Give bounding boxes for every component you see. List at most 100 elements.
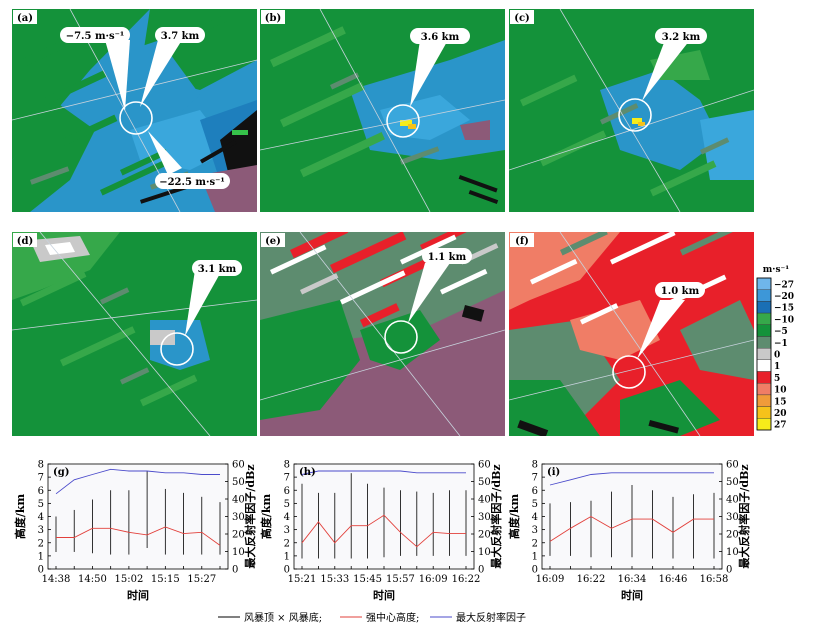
y-tick-label: 4: [284, 512, 290, 523]
legend: 风暴顶 × 风暴底; 强中心高度; 最大反射率因子: [218, 611, 526, 624]
chart-panel: 0 1 2 3 4 5 6 7 8 0 10 20 30 40 50 60 15:21 15:33 15:45 15:…: [259, 460, 503, 603]
x-tick-label: 14:38: [42, 574, 71, 585]
radar-panel-d: [12, 232, 257, 436]
y2-tick-label: 60: [726, 460, 739, 471]
y2-tick-label: 0: [232, 565, 238, 576]
y2-tick-label: 30: [726, 512, 739, 523]
x-tick-label: 16:22: [452, 574, 481, 585]
x-axis-label: 时间: [621, 588, 643, 602]
x-tick-label: 16:46: [659, 574, 688, 585]
colorbar-tick-label: 1: [774, 362, 780, 372]
x-tick-label: 16:22: [577, 574, 606, 585]
y2-tick-label: 20: [478, 530, 491, 541]
panel-label: (d): [17, 236, 33, 247]
radar-panel-a: [12, 9, 257, 212]
colorbar-swatch: [756, 406, 772, 419]
y-tick-label: 8: [532, 460, 538, 471]
core-height-line: [56, 526, 221, 546]
colorbar-swatch: [756, 359, 772, 372]
radar-callout-label: 3.6 km: [421, 32, 460, 43]
y-tick-label: 6: [532, 486, 538, 497]
colorbar-swatch: [756, 394, 772, 407]
x-tick-label: 15:02: [114, 574, 143, 585]
x-tick-label: 15:33: [320, 574, 349, 585]
y-tick-label: 2: [532, 538, 538, 549]
panel-label: (b): [265, 13, 281, 24]
radar-panel-b: [260, 9, 505, 212]
max-reflectivity-line: [549, 472, 714, 486]
radar-callout-label: 3.7 km: [161, 31, 200, 42]
legend-label: 强中心高度;: [366, 611, 419, 624]
panel-label: (e): [265, 236, 281, 247]
y2-tick-label: 50: [726, 477, 739, 488]
y-tick-label: 2: [38, 538, 44, 549]
radar-panel-c: [509, 9, 754, 212]
y2-tick-label: 20: [232, 530, 245, 541]
y-tick-label: 8: [38, 460, 44, 471]
x-tick-label: 16:58: [700, 574, 729, 585]
y-tick-label: 5: [38, 499, 44, 510]
radar-callout-label: 3.2 km: [662, 32, 701, 43]
max-reflectivity-line: [301, 470, 466, 475]
colorbar-swatch: [756, 324, 772, 337]
colorbar-swatch: [756, 371, 772, 384]
panel-label: (i): [547, 467, 560, 478]
colorbar-swatch: [756, 312, 772, 326]
x-axis-label: 时间: [373, 588, 395, 602]
colorbar-swatch: [756, 277, 772, 290]
radar-panel-f: [509, 232, 754, 436]
x-tick-label: 16:09: [419, 574, 448, 585]
radar-callout-label: 3.1 km: [198, 264, 237, 275]
x-tick-label: 14:50: [78, 574, 107, 585]
y-tick-label: 5: [284, 499, 290, 510]
colorbar-tick-label: 5: [774, 374, 780, 384]
y2-tick-label: 40: [232, 495, 245, 506]
colorbar-swatch: [756, 348, 772, 361]
y2-tick-label: 20: [726, 530, 739, 541]
radar-callout-label: 1.0 km: [661, 286, 700, 297]
x-tick-label: 15:27: [187, 574, 216, 585]
y2-tick-label: 10: [726, 547, 739, 558]
y2-tick-label: 10: [232, 547, 245, 558]
colorbar-tick-label: 15: [774, 397, 787, 407]
y-tick-label: 5: [532, 499, 538, 510]
y-tick-label: 4: [532, 512, 538, 523]
colorbar-unit: m·s⁻¹: [763, 265, 789, 275]
y2-tick-label: 10: [478, 547, 491, 558]
panel-label: (g): [53, 467, 69, 478]
colorbar-tick-label: −27: [774, 280, 794, 290]
colorbar-tick-label: −5: [774, 327, 788, 337]
y-tick-label: 4: [38, 512, 44, 523]
core-height-line: [549, 515, 714, 542]
plot-area: [47, 463, 229, 570]
y-tick-label: 1: [38, 551, 44, 562]
y2-tick-label: 0: [726, 565, 732, 576]
max-reflectivity-line: [55, 468, 220, 495]
y2-tick-label: 0: [478, 565, 484, 576]
y-tick-label: 1: [284, 551, 290, 562]
colorbar-tick-label: 10: [774, 386, 787, 396]
y-tick-label: 3: [38, 525, 44, 536]
colorbar-tick-label: −10: [774, 315, 794, 325]
colorbar-swatch: [756, 383, 772, 396]
legend-label: 风暴顶 × 风暴底;: [244, 611, 322, 624]
y-tick-label: 7: [38, 473, 44, 484]
radar-callout-label: −22.5 m·s⁻¹: [159, 177, 225, 188]
radar-callout-label: −7.5 m·s⁻¹: [66, 31, 125, 42]
y2-tick-label: 50: [478, 477, 491, 488]
y-tick-label: 0: [532, 565, 538, 576]
colorbar-tick-label: 20: [774, 409, 787, 419]
colorbar-swatch: [756, 336, 772, 349]
colorbar-frame: [756, 277, 772, 431]
panel-label: (h): [299, 467, 316, 478]
y2-tick-label: 40: [726, 495, 739, 506]
y-tick-label: 1: [532, 551, 538, 562]
x-tick-label: 15:45: [353, 574, 382, 585]
y2-tick-label: 50: [232, 477, 245, 488]
colorbar-swatch: [756, 418, 772, 431]
y-tick-label: 2: [284, 538, 290, 549]
colorbar-tick-label: 27: [774, 421, 787, 431]
y2-axis-label: 最大反射率因子/dBz: [489, 464, 503, 568]
y-tick-label: 8: [284, 460, 290, 471]
